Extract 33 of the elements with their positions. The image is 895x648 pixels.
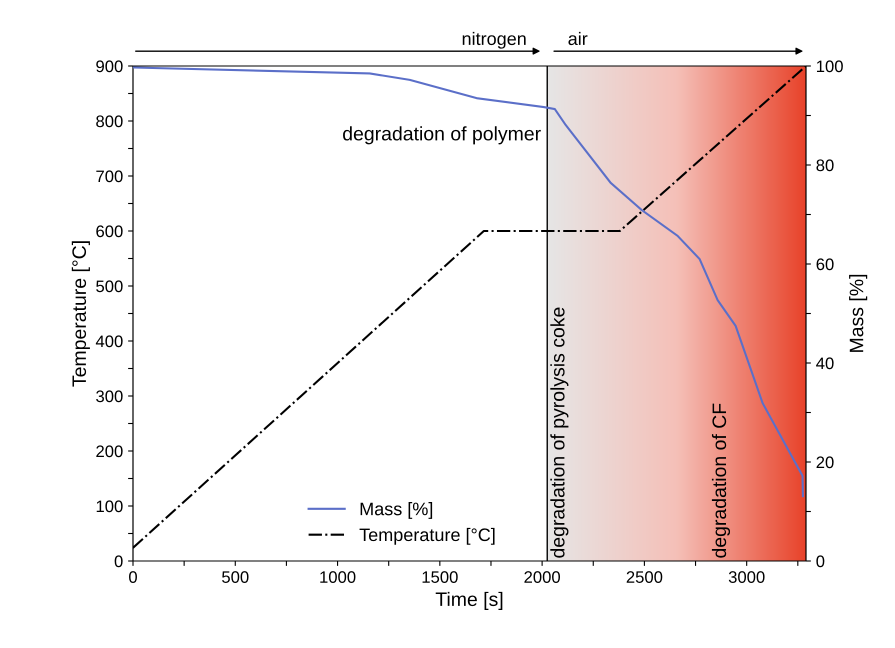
y2-tick-label: 100	[816, 60, 843, 72]
text: air	[568, 32, 588, 46]
y-tick-label: 200	[96, 445, 123, 458]
y-tick-label: 400	[96, 335, 123, 348]
annotation: degradation of pyrolysis coke	[550, 308, 568, 558]
y2-tick-label: 60	[816, 258, 834, 270]
y-axis-title: Temperature [°C]	[72, 241, 90, 387]
annotation: degradation of polymer	[343, 126, 541, 144]
x-tick-label: 1500	[422, 571, 458, 583]
y-tick-label: 100	[96, 500, 123, 512]
y2-tick-label: 40	[816, 357, 834, 370]
y-tick-label: 600	[96, 225, 123, 238]
text: nitrogen	[462, 32, 526, 49]
legend-label: Mass [%]	[360, 502, 432, 519]
y-tick-label: 500	[96, 280, 123, 292]
y-tick-label: 0	[114, 555, 123, 568]
y-tick-label: 300	[96, 390, 123, 402]
x-axis-title: Time [s]	[436, 592, 502, 610]
x-tick-label: 2500	[626, 571, 662, 583]
y2-tick-label: 20	[816, 456, 834, 468]
legend-label: Temperature [°C]	[360, 528, 495, 545]
y-tick-label: 900	[96, 60, 123, 72]
x-tick-label: 0	[129, 571, 137, 583]
x-tick-label: 1000	[320, 571, 356, 583]
y2-axis-title: Mass [%]	[849, 274, 868, 352]
y2-tick-label: 80	[816, 159, 834, 172]
x-tick-label: 2000	[524, 571, 560, 583]
y2-tick-label: 0	[816, 555, 824, 568]
y-tick-label: 700	[96, 170, 123, 182]
x-tick-label: 500	[222, 571, 249, 583]
annotation: degradation of CF	[712, 404, 730, 558]
x-tick-label: 3000	[728, 571, 765, 583]
y-tick-label: 800	[96, 115, 123, 128]
